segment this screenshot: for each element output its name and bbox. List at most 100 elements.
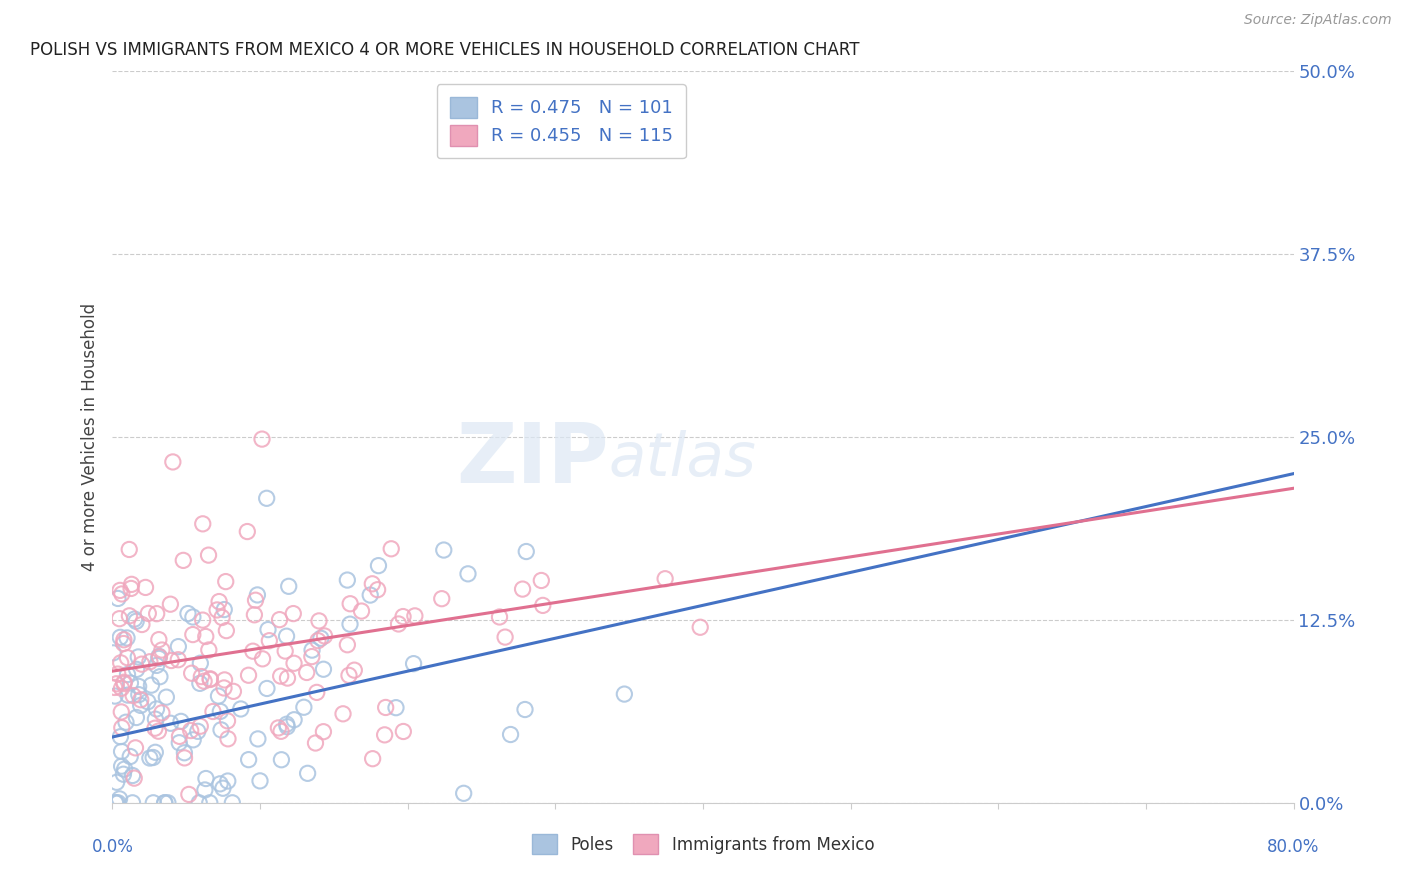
Point [301,649,323,664]
Point [513,702,536,716]
Point [148,724,170,739]
Point [127,649,149,664]
Point [160,654,183,668]
Point [148,651,170,665]
Point [453,786,475,800]
Point [173,751,195,765]
Point [101,646,124,660]
Point [267,721,290,735]
Point [191,613,214,627]
Point [499,727,522,741]
Point [332,706,354,721]
Point [108,583,131,598]
Point [125,615,148,629]
Point [350,604,373,618]
Point [136,695,159,709]
Point [191,516,214,531]
Point [309,632,332,646]
Point [387,617,409,632]
Point [295,665,318,680]
Point [131,657,153,672]
Point [221,796,243,810]
Point [274,644,297,658]
Point [105,796,128,810]
Point [530,574,553,588]
Point [404,608,426,623]
Point [494,630,516,644]
Point [139,751,162,765]
Point [128,679,150,693]
Point [110,705,132,719]
Point [392,609,415,624]
Point [112,676,135,690]
Point [229,702,252,716]
Point [120,582,142,596]
Point [115,631,138,645]
Point [145,712,167,726]
Text: Source: ZipAtlas.com: Source: ZipAtlas.com [1244,13,1392,28]
Point [112,767,135,781]
Point [515,544,537,558]
Point [343,663,366,677]
Point [270,669,292,683]
Point [276,629,298,643]
Point [269,613,291,627]
Point [198,673,221,687]
Point [180,666,202,681]
Point [177,607,200,621]
Point [110,744,132,758]
Point [143,745,166,759]
Point [167,653,190,667]
Point [107,591,129,606]
Point [111,587,134,601]
Point [121,796,143,810]
Point [212,681,235,695]
Point [125,710,148,724]
Point [153,796,176,810]
Point [201,705,224,719]
Point [103,681,125,695]
Point [246,588,269,602]
Point [145,702,167,716]
Point [301,643,323,657]
Point [177,788,200,802]
Point [252,652,274,666]
Point [361,752,384,766]
Point [110,730,132,744]
Point [209,777,232,791]
Point [117,688,139,702]
Point [212,781,235,796]
Point [457,566,479,581]
Point [188,719,211,733]
Point [107,796,129,810]
Point [120,749,142,764]
Point [305,685,328,699]
Point [167,640,190,654]
Point [111,721,134,735]
Legend: Poles, Immigrants from Mexico: Poles, Immigrants from Mexico [524,828,882,860]
Point [249,773,271,788]
Point [392,724,415,739]
Point [359,588,381,602]
Point [187,724,209,739]
Point [214,673,236,687]
Point [304,736,326,750]
Point [188,657,211,671]
Text: atlas: atlas [609,430,756,489]
Point [114,762,136,776]
Point [104,796,127,810]
Point [118,608,141,623]
Point [194,783,217,797]
Point [242,644,264,658]
Point [155,690,177,705]
Point [250,432,273,446]
Point [336,638,359,652]
Point [654,572,676,586]
Point [122,771,145,785]
Point [180,723,202,738]
Point [200,672,222,686]
Point [105,775,128,789]
Point [312,662,335,676]
Point [125,662,148,676]
Point [115,715,138,730]
